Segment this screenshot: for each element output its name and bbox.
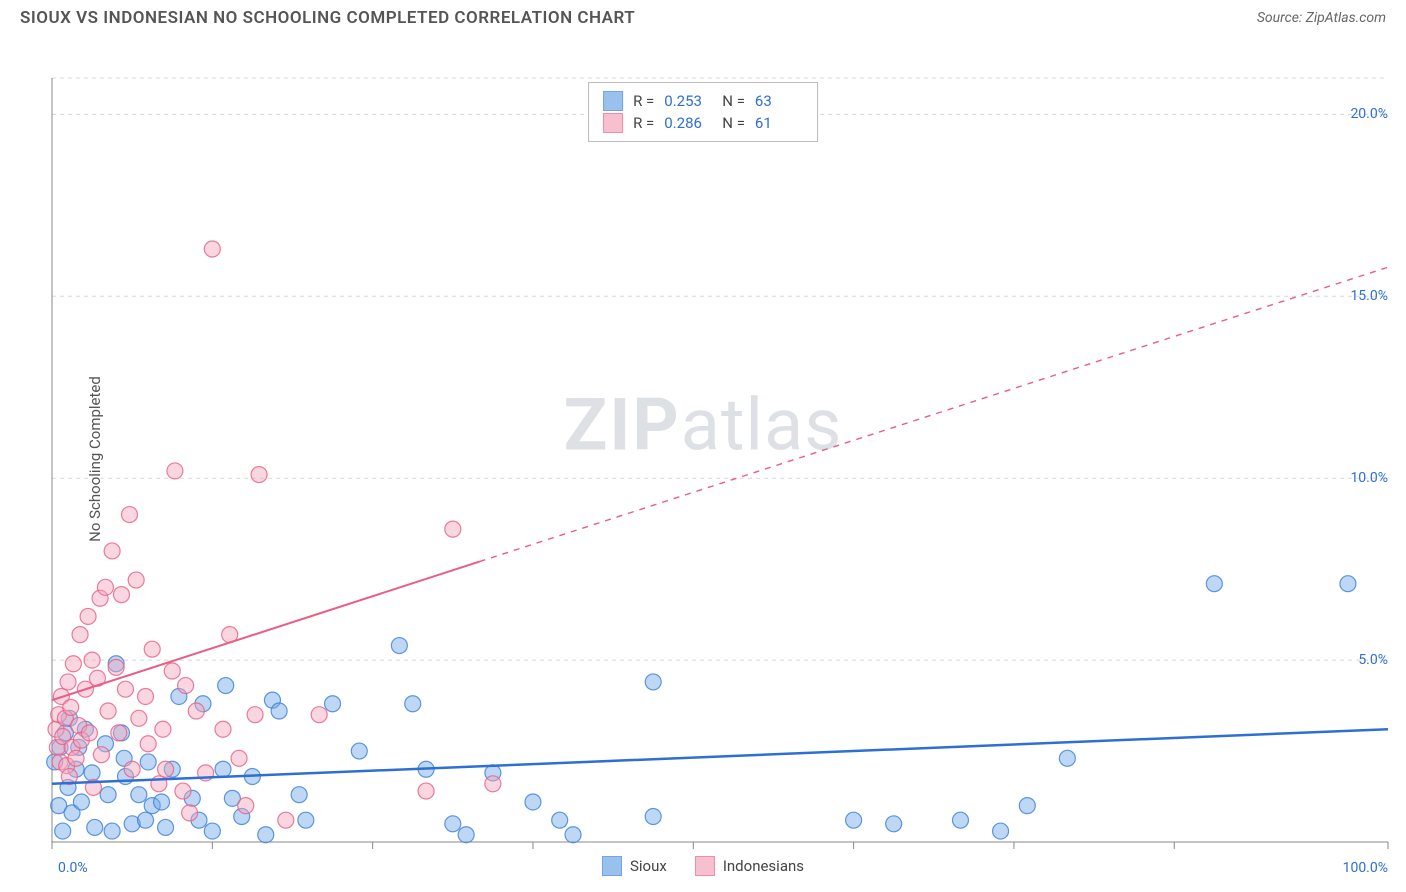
n-value-sioux: 63 xyxy=(755,92,803,110)
source-label: Source: ZipAtlas.com xyxy=(1257,10,1386,26)
legend-item-indonesians: Indonesians xyxy=(695,856,804,876)
legend-stats: R = 0.253 N = 63 R = 0.286 N = 61 xyxy=(588,82,818,142)
swatch-indonesians-2 xyxy=(695,856,715,876)
ytick-2: 15.0% xyxy=(1350,288,1388,304)
swatch-indonesians xyxy=(603,113,623,133)
scatter-plot xyxy=(0,34,1406,884)
legend-row-sioux: R = 0.253 N = 63 xyxy=(603,91,803,111)
legend-series: Sioux Indonesians xyxy=(602,856,804,876)
swatch-sioux xyxy=(603,91,623,111)
x-min-label: 0.0% xyxy=(58,860,88,876)
r-value-indonesians: 0.286 xyxy=(664,114,712,132)
header: SIOUX VS INDONESIAN NO SCHOOLING COMPLET… xyxy=(0,0,1406,34)
legend-row-indonesians: R = 0.286 N = 61 xyxy=(603,113,803,133)
legend-item-sioux: Sioux xyxy=(602,856,667,876)
ytick-3: 20.0% xyxy=(1350,106,1388,122)
n-value-indonesians: 61 xyxy=(755,114,803,132)
swatch-sioux-2 xyxy=(602,856,622,876)
ytick-0: 5.0% xyxy=(1358,652,1388,668)
r-value-sioux: 0.253 xyxy=(664,92,712,110)
y-axis-label: No Schooling Completed xyxy=(86,376,104,542)
ytick-1: 10.0% xyxy=(1350,470,1388,486)
x-max-label: 100.0% xyxy=(1343,860,1388,876)
chart-area: No Schooling Completed ZIPatlas 5.0% 10.… xyxy=(0,34,1406,884)
chart-title: SIOUX VS INDONESIAN NO SCHOOLING COMPLET… xyxy=(20,8,635,28)
